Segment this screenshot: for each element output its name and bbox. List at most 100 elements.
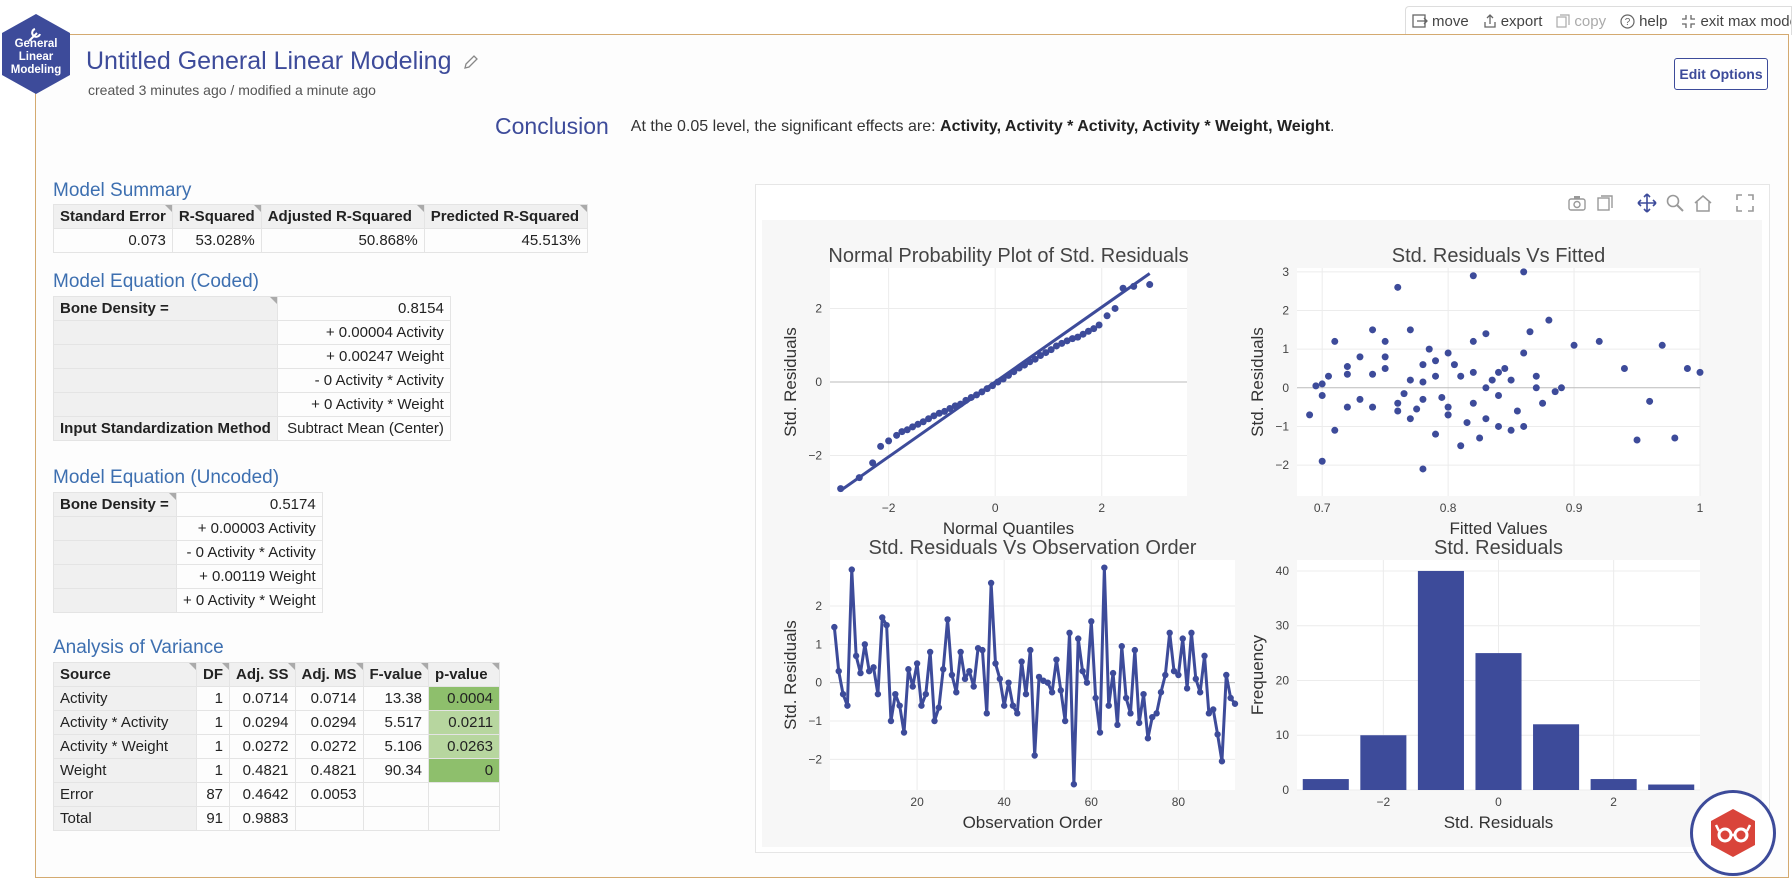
- zoom-icon[interactable]: [1665, 193, 1685, 213]
- anova-header[interactable]: DF: [196, 662, 230, 687]
- model-summary-header[interactable]: Adjusted R-Squared: [260, 204, 425, 229]
- data-point: [1092, 694, 1099, 702]
- data-point: [1495, 422, 1502, 430]
- camera-icon[interactable]: [1567, 193, 1587, 213]
- conclusion: Conclusion At the 0.05 level, the signif…: [495, 113, 1334, 140]
- data-point: [1331, 337, 1339, 345]
- data-point: [1469, 272, 1477, 280]
- data-point: [898, 428, 906, 436]
- data-point: [1633, 436, 1641, 444]
- exit-max-mode-button[interactable]: exit max mode: [1681, 13, 1791, 30]
- fullscreen-icon[interactable]: [1735, 193, 1755, 213]
- data-point: [941, 407, 949, 415]
- data-point: [1570, 341, 1578, 349]
- model-summary-header[interactable]: R-Squared: [171, 204, 262, 229]
- data-point: [903, 426, 911, 434]
- data-point: [1425, 345, 1433, 353]
- data-point: [1018, 658, 1025, 665]
- data-point: [1495, 392, 1502, 400]
- data-point: [1105, 702, 1112, 709]
- anova-header[interactable]: p-value: [428, 662, 501, 687]
- data-point: [1010, 368, 1018, 376]
- data-point: [983, 385, 991, 393]
- home-icon[interactable]: [1693, 193, 1713, 213]
- data-point: [1318, 392, 1326, 400]
- anova-p-value: 0.0263: [428, 734, 501, 759]
- pan-icon[interactable]: [1637, 193, 1657, 213]
- data-point: [1551, 388, 1559, 396]
- export-button[interactable]: export: [1483, 12, 1543, 30]
- data-point: [1324, 372, 1332, 380]
- anova-header[interactable]: Adj. SS: [229, 662, 296, 687]
- data-point: [1005, 679, 1012, 686]
- help-assistant-button[interactable]: [1690, 790, 1776, 876]
- general-linear-modeling-badge-icon: [2, 14, 70, 94]
- data-point: [837, 485, 845, 493]
- anova-header[interactable]: F-value: [362, 662, 430, 687]
- data-point: [1005, 371, 1012, 379]
- conclusion-text: At the 0.05 level, the significant effec…: [630, 117, 1335, 135]
- data-point: [1450, 361, 1458, 369]
- data-point: [1000, 702, 1008, 709]
- edit-title-pencil-icon[interactable]: [462, 53, 480, 71]
- collapse-icon: [1682, 14, 1696, 28]
- y-tick-label: 1: [815, 637, 822, 651]
- data-point: [883, 621, 890, 629]
- table-row: Activity * Activity 1 0.0294 0.0294 5.51…: [53, 710, 501, 735]
- model-summary-header[interactable]: Standard Error: [53, 204, 173, 229]
- data-point: [1170, 667, 1178, 675]
- model-summary-header[interactable]: Predicted R-Squared: [423, 204, 588, 229]
- standard-error-value: 0.073: [53, 228, 173, 253]
- data-point: [1413, 405, 1421, 413]
- data-point: [922, 690, 930, 698]
- data-point: [1356, 395, 1364, 403]
- model-summary-title: Model Summary: [53, 180, 192, 201]
- y-axis-label: Std. Residuals: [1248, 327, 1267, 437]
- anova-cell: [362, 782, 430, 807]
- y-tick-label: −1: [808, 714, 822, 728]
- histogram-bar: [1590, 779, 1637, 790]
- data-point: [1079, 330, 1087, 338]
- anova-cell: 5.106: [362, 734, 430, 759]
- standardization-method-value: Subtract Mean (Center): [276, 416, 451, 441]
- data-point: [870, 664, 877, 671]
- anova-header[interactable]: Adj. MS: [294, 662, 364, 687]
- data-point: [1042, 349, 1050, 357]
- anova-header[interactable]: Source: [53, 662, 197, 687]
- plot-canvas: −2 0 2 −2 0 2 Normal Probability Plot of Std. …: [762, 220, 1762, 847]
- conclusion-effects: Activity, Activity * Activity, Activity …: [940, 117, 1331, 135]
- export-label: export: [1500, 12, 1543, 30]
- data-point: [1192, 675, 1200, 683]
- data-point: [1053, 656, 1060, 663]
- reading-glasses-icon: [1711, 809, 1755, 857]
- help-button[interactable]: ? help: [1620, 13, 1667, 30]
- table-row: Weight 1 0.4821 0.4821 90.34 0: [53, 758, 501, 783]
- data-point: [1066, 629, 1073, 637]
- copy-button[interactable]: copy: [1556, 13, 1606, 30]
- data-point: [1356, 353, 1364, 361]
- x-tick-label: 20: [910, 795, 924, 809]
- edit-options-button[interactable]: Edit Options: [1674, 58, 1768, 90]
- help-icon: ?: [1620, 13, 1635, 29]
- copy-plot-icon[interactable]: [1595, 193, 1615, 213]
- help-label: help: [1639, 12, 1668, 30]
- data-point: [879, 614, 886, 621]
- histogram-bar: [1533, 724, 1580, 790]
- anova-cell: [362, 806, 430, 831]
- anova-cell: 0.0053: [294, 782, 364, 807]
- data-point: [987, 579, 995, 587]
- data-point: [1146, 281, 1154, 289]
- data-point: [1119, 284, 1127, 292]
- data-point: [1595, 337, 1603, 345]
- move-button[interactable]: move: [1412, 13, 1469, 30]
- data-point: [1381, 364, 1389, 372]
- data-point: [1188, 629, 1195, 637]
- data-point: [1201, 652, 1208, 660]
- data-point: [983, 710, 990, 717]
- data-point: [1088, 618, 1095, 625]
- x-tick-label: 2: [1098, 501, 1105, 515]
- y-axis-label: Std. Residuals: [781, 327, 800, 437]
- data-point: [973, 391, 981, 399]
- page-subtitle: created 3 minutes ago / modified a minut…: [88, 82, 376, 98]
- data-point: [1068, 335, 1076, 343]
